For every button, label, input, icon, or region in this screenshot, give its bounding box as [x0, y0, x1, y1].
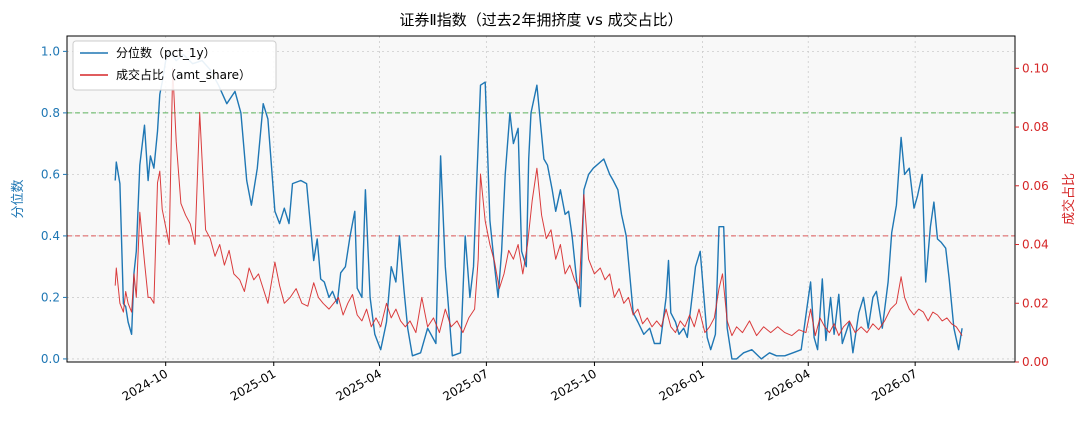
y-axis-right: 0.00 0.02 0.04 0.06 0.08 0.10	[1015, 61, 1049, 369]
y-right-tick-label: 0.08	[1022, 120, 1049, 134]
y-right-tick-label: 0.04	[1022, 238, 1049, 252]
y-axis-right-label: 成交占比	[1061, 173, 1077, 225]
y-left-tick-label: 1.0	[41, 44, 60, 58]
plot-frame	[66, 35, 1016, 363]
y-left-tick-label: 0.2	[41, 290, 60, 304]
y-axis-left-label: 分位数	[11, 179, 26, 218]
legend-label-pct: 分位数（pct_1y）	[116, 45, 216, 60]
y-left-tick-label: 0.4	[41, 229, 60, 243]
grid	[67, 36, 1015, 362]
y-right-tick-label: 0.02	[1022, 296, 1049, 310]
legend-box	[72, 40, 277, 91]
chart-title: 证券Ⅱ指数（过去2年拥挤度 vs 成交占比）	[399, 11, 682, 29]
legend-label-amt: 成交占比（amt_share）	[116, 67, 251, 82]
y-left-tick-label: 0.6	[41, 167, 60, 181]
series-layer	[114, 50, 963, 360]
y-axis-left: 0.0 0.2 0.4 0.6 0.8 1.0	[41, 44, 67, 366]
legend: 分位数（pct_1y） 成交占比（amt_share）	[72, 40, 277, 91]
y-left-tick-label: 0.0	[41, 352, 60, 366]
reference-lines	[67, 112, 1015, 237]
y-left-tick-label: 0.8	[41, 106, 60, 120]
y-right-tick-label: 0.00	[1022, 355, 1049, 369]
y-right-tick-label: 0.06	[1022, 179, 1049, 193]
series-line-amt-share	[114, 67, 963, 337]
series-line-pct-1y	[114, 50, 963, 360]
y-right-tick-label: 0.10	[1022, 61, 1049, 75]
